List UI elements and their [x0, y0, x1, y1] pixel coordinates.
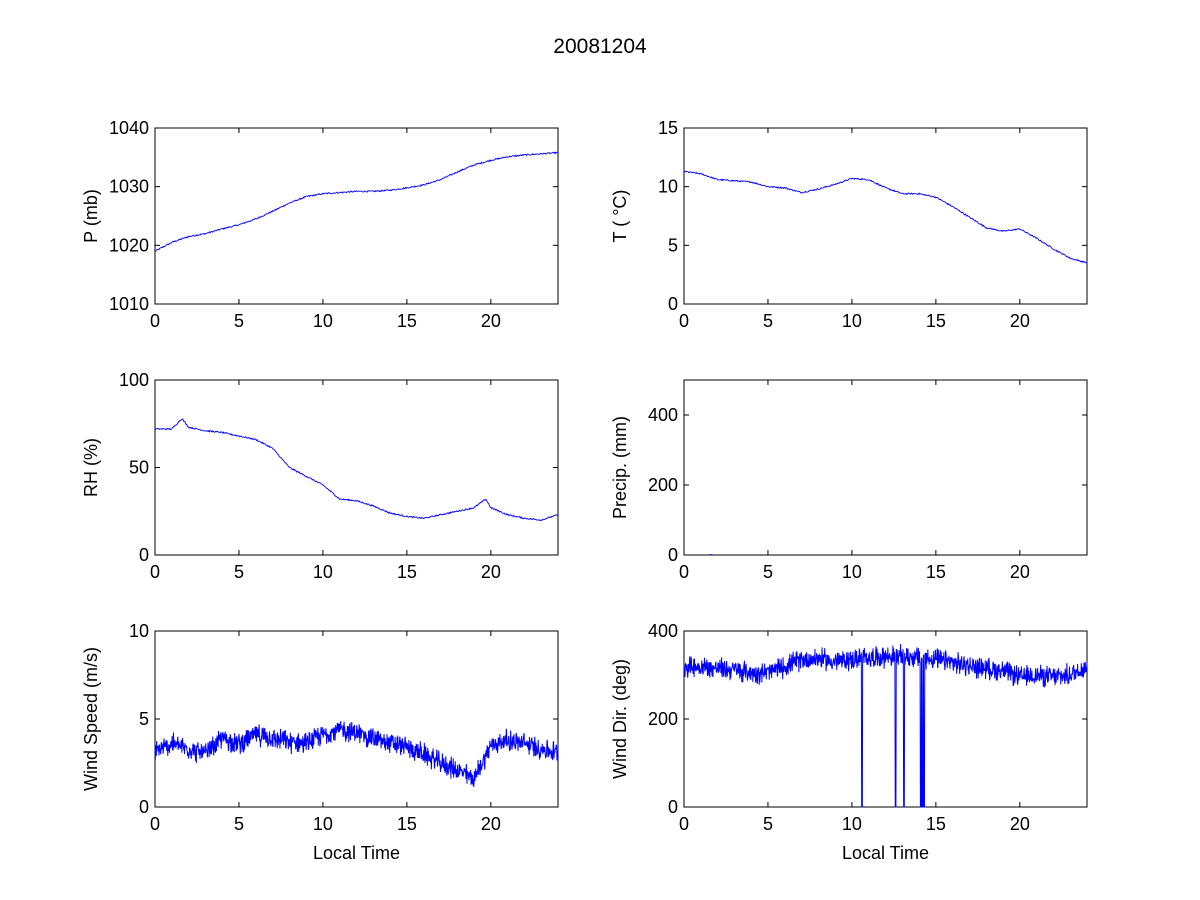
- data-line: [154, 720, 559, 788]
- y-tick-label: 15: [658, 118, 678, 138]
- axes-box: [683, 379, 1088, 556]
- data-line: [154, 418, 559, 522]
- y-tick-label: 400: [648, 621, 678, 641]
- y-tick-label: 10: [129, 621, 149, 641]
- y-tick-label: 1040: [109, 118, 149, 138]
- x-tick-label: 10: [313, 562, 333, 582]
- x-tick-label: 20: [481, 814, 501, 834]
- x-tick-label: 20: [1010, 311, 1030, 331]
- x-tick-label: 15: [397, 814, 417, 834]
- x-tick-label: 5: [234, 311, 244, 331]
- x-tick-label: 0: [150, 814, 160, 834]
- x-tick-label: 20: [481, 562, 501, 582]
- y-tick-label: 10: [658, 177, 678, 197]
- y-tick-label: 400: [648, 405, 678, 425]
- y-tick-label: 0: [139, 797, 149, 817]
- subplot-5: 0 5 10 15 20 0 5 10 Wind Speed (m/s) Local Time: [81, 621, 559, 863]
- figure-title: 20081204: [553, 35, 647, 58]
- x-tick-label: 5: [763, 814, 773, 834]
- x-tick-label: 20: [1010, 562, 1030, 582]
- axes-box: [154, 379, 559, 556]
- y-tick-label: 1010: [109, 294, 149, 314]
- y-tick-label: 1030: [109, 177, 149, 197]
- x-tick-label: 5: [763, 562, 773, 582]
- y-tick-label: 50: [129, 458, 149, 478]
- x-tick-label: 10: [842, 311, 862, 331]
- x-tick-label: 5: [763, 311, 773, 331]
- axes-box: [154, 127, 559, 305]
- x-axis-label: Local Time: [313, 843, 400, 863]
- y-tick-label: 5: [139, 709, 149, 729]
- y-tick-label: 200: [648, 475, 678, 495]
- x-tick-label: 15: [926, 562, 946, 582]
- x-tick-label: 5: [234, 814, 244, 834]
- y-axis-label: RH (%): [81, 438, 101, 497]
- x-tick-label: 0: [150, 311, 160, 331]
- axes-box: [683, 127, 1088, 305]
- x-tick-label: 15: [397, 562, 417, 582]
- x-tick-label: 15: [397, 311, 417, 331]
- x-tick-label: 15: [926, 311, 946, 331]
- x-tick-label: 0: [150, 562, 160, 582]
- data-line: [154, 151, 559, 252]
- x-tick-label: 10: [313, 311, 333, 331]
- x-tick-label: 20: [481, 311, 501, 331]
- y-tick-label: 1020: [109, 235, 149, 255]
- x-axis-label: Local Time: [842, 843, 929, 863]
- x-tick-label: 0: [679, 311, 689, 331]
- x-tick-label: 10: [313, 814, 333, 834]
- x-tick-label: 5: [234, 562, 244, 582]
- y-axis-label: T ( °C): [610, 190, 630, 243]
- x-tick-label: 20: [1010, 814, 1030, 834]
- x-tick-label: 0: [679, 562, 689, 582]
- y-axis-label: Wind Dir. (deg): [610, 659, 630, 779]
- y-tick-label: 0: [139, 545, 149, 565]
- x-tick-label: 0: [679, 814, 689, 834]
- x-tick-label: 10: [842, 562, 862, 582]
- data-line: [683, 170, 1088, 264]
- axes-box: [154, 630, 559, 808]
- subplot-1: 0 5 10 15 20 1010 1020 1030 1040 P (mb): [81, 118, 559, 331]
- y-tick-label: 5: [668, 235, 678, 255]
- data-line: [683, 644, 1088, 808]
- y-axis-label: Wind Speed (m/s): [81, 647, 101, 791]
- subplot-2: 0 5 10 15 20 0 5 10 15 T ( °C): [610, 118, 1088, 331]
- y-tick-label: 0: [668, 797, 678, 817]
- x-tick-label: 15: [926, 814, 946, 834]
- y-tick-label: 0: [668, 294, 678, 314]
- x-tick-label: 10: [842, 814, 862, 834]
- y-axis-label: Precip. (mm): [610, 416, 630, 519]
- y-tick-label: 0: [668, 545, 678, 565]
- y-tick-label: 200: [648, 709, 678, 729]
- y-axis-label: P (mb): [81, 189, 101, 243]
- subplot-3: 0 5 10 15 20 0 50 100 RH (%): [81, 370, 559, 582]
- y-tick-label: 100: [119, 370, 149, 390]
